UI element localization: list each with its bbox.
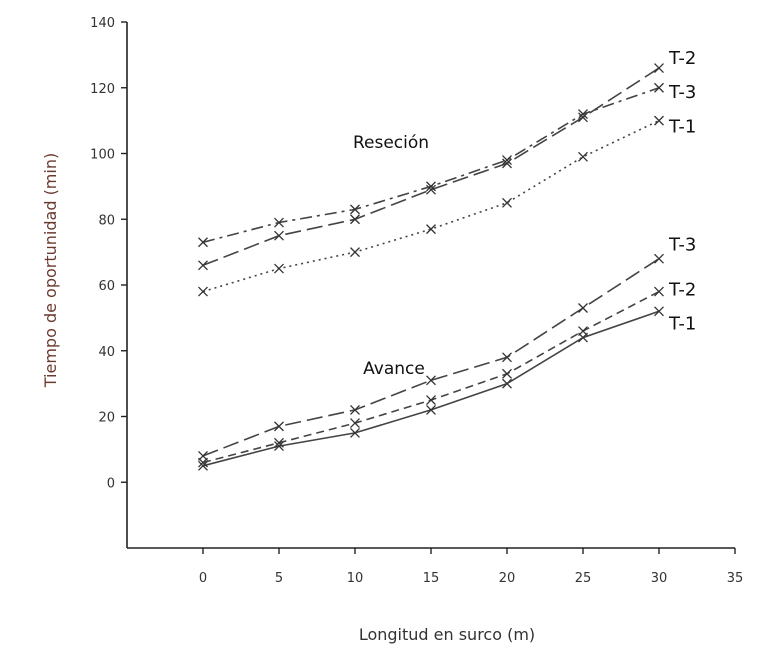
y-tick-label: 60 — [98, 279, 115, 294]
data-point-marker — [274, 437, 284, 448]
data-point-marker — [578, 112, 588, 123]
data-point-marker — [502, 158, 512, 169]
x-axis-title: Longitud en surco (m) — [359, 625, 535, 644]
data-point-marker — [198, 260, 208, 271]
series-end-label: T-3 — [668, 82, 696, 103]
data-point-marker — [350, 427, 360, 438]
y-tick-label: 0 — [107, 476, 115, 491]
x-tick-label: 30 — [651, 571, 668, 586]
series-avance-t-1 — [198, 306, 664, 471]
y-axis-title: Tiempo de oportunidad (min) — [41, 153, 60, 388]
x-tick-label: 15 — [423, 571, 440, 586]
data-point-marker — [426, 395, 436, 406]
y-tick-label: 40 — [98, 345, 115, 360]
y-tick-label: 100 — [90, 148, 115, 163]
series-line — [202, 87, 660, 244]
data-point-marker — [654, 253, 664, 264]
x-tick-label: 35 — [727, 571, 744, 586]
data-point-marker — [426, 224, 436, 235]
data-point-marker — [426, 181, 436, 192]
series-line — [202, 258, 660, 457]
series-line — [202, 310, 660, 467]
data-point-marker — [350, 204, 360, 215]
data-point-marker — [426, 375, 436, 386]
chart-axes: 0 20 40 60 80 100 120 140 0 5 10 15 20 25 30 35 — [90, 16, 743, 586]
data-point-marker — [274, 421, 284, 432]
x-tick-label: 20 — [499, 571, 516, 586]
data-point-marker — [198, 237, 208, 248]
data-point-marker — [274, 217, 284, 228]
data-point-marker — [578, 109, 588, 120]
x-tick-label: 5 — [275, 571, 283, 586]
data-point-marker — [274, 263, 284, 274]
data-point-marker — [502, 197, 512, 208]
y-tick-label: 140 — [90, 16, 115, 31]
series-resecion-t-2 — [198, 63, 664, 271]
data-point-marker — [350, 214, 360, 225]
data-point-marker — [654, 286, 664, 297]
data-point-marker — [198, 460, 208, 471]
data-point-marker — [578, 303, 588, 313]
series-line — [202, 119, 660, 293]
annotation-resecion: Reseción — [353, 133, 429, 153]
series-end-label: T-2 — [668, 280, 696, 301]
data-point-marker — [578, 326, 588, 336]
series-avance-t-2 — [198, 286, 664, 468]
series-line — [202, 67, 660, 267]
series-layer — [198, 63, 664, 471]
labels-layer: T-1 T-2 T-3 T-1 T-2 T-3 — [668, 48, 696, 334]
y-tick-label: 120 — [90, 82, 115, 97]
data-point-marker — [654, 82, 664, 93]
data-point-marker — [198, 286, 208, 297]
data-point-marker — [350, 247, 360, 258]
data-point-marker — [502, 378, 512, 389]
annotation-avance: Avance — [363, 359, 425, 379]
data-point-marker — [578, 151, 588, 162]
data-point-marker — [654, 115, 664, 126]
series-resecion-t-3 — [198, 82, 664, 248]
series-end-label: T-1 — [668, 117, 696, 138]
data-point-marker — [426, 404, 436, 415]
x-tick-label: 0 — [199, 571, 207, 586]
data-point-marker — [502, 368, 512, 379]
data-point-marker — [502, 155, 512, 166]
data-point-marker — [274, 441, 284, 452]
data-point-marker — [274, 230, 284, 241]
series-end-label: T-2 — [668, 48, 696, 69]
series-end-label: T-1 — [668, 313, 696, 334]
y-tick-label: 80 — [98, 213, 115, 228]
data-point-marker — [654, 306, 664, 317]
x-tick-label: 10 — [347, 571, 364, 586]
data-point-marker — [350, 418, 360, 429]
data-point-marker — [502, 352, 512, 363]
series-line — [202, 290, 660, 464]
series-avance-t-3 — [198, 253, 664, 461]
x-tick-label: 25 — [575, 571, 592, 586]
data-point-marker — [350, 404, 360, 415]
data-point-marker — [198, 450, 208, 461]
data-point-marker — [654, 63, 664, 73]
series-end-label: T-3 — [668, 235, 696, 256]
series-resecion-t-1 — [198, 115, 664, 297]
y-tick-label: 20 — [98, 411, 115, 426]
